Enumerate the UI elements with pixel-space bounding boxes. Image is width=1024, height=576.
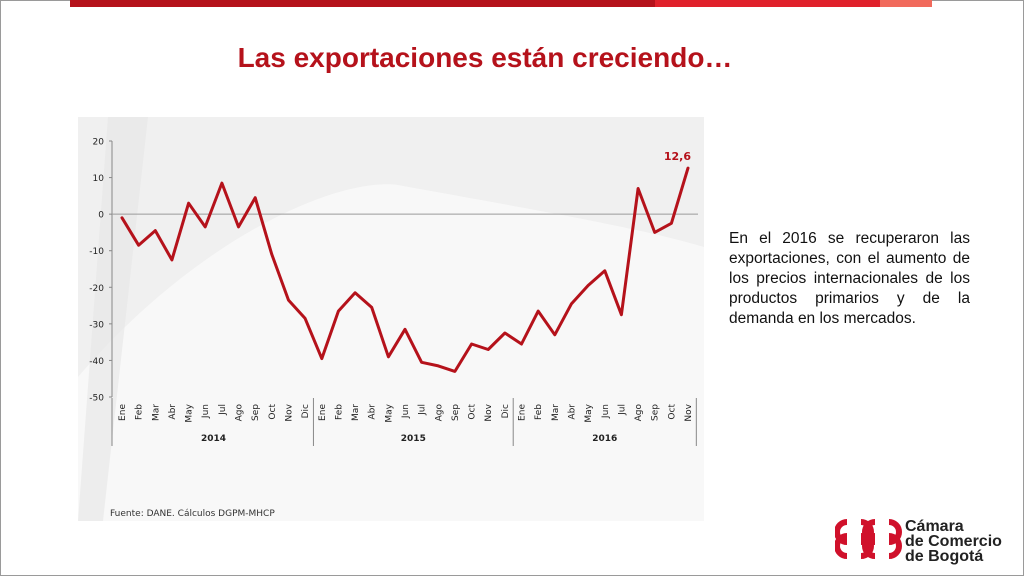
x-tick-label: Abr: [368, 404, 378, 420]
x-tick-label: Oct: [667, 404, 677, 420]
y-tick-label: 20: [93, 138, 105, 148]
x-tick-label: May: [584, 403, 594, 422]
x-tick-label: Ene: [318, 404, 328, 421]
top-bar-dark: [70, 0, 655, 7]
x-tick-label: Sep: [651, 404, 661, 421]
x-tick-label: Jul: [617, 404, 627, 416]
y-tick-label: 10: [93, 174, 105, 184]
x-tick-label: Ago: [434, 404, 444, 422]
series-line: [120, 166, 690, 373]
x-tick-label: Jun: [401, 404, 411, 419]
x-tick-label: Jul: [418, 404, 428, 416]
chart-source: Fuente: DANE. Cálculos DGPM-MHCP: [110, 509, 275, 519]
x-tick-label: Oct: [468, 404, 478, 420]
x-tick-label: Feb: [334, 404, 344, 420]
slide-title: Las exportaciones están creciendo…: [237, 42, 733, 73]
x-tick-label: Nov: [484, 403, 494, 421]
x-tick-label: Ago: [235, 404, 245, 422]
year-label: 2016: [592, 434, 617, 444]
x-tick-label: Nov: [684, 403, 694, 421]
logo-wordmark: Cámara de Comercio de Bogotá: [905, 518, 1002, 565]
y-tick-label: -40: [89, 357, 104, 367]
year-label: 2014: [201, 434, 226, 444]
y-tick-label: 0: [98, 211, 104, 221]
x-tick-label: Ene: [118, 404, 128, 421]
year-label: 2015: [401, 434, 426, 444]
description-paragraph: En el 2016 se recuperaron las exportacio…: [729, 230, 970, 327]
logo-line-1: Cámara: [905, 518, 964, 535]
x-tick-label: Feb: [534, 404, 544, 420]
logo-line-3: de Bogotá: [905, 548, 984, 565]
x-tick-label: Ago: [634, 404, 644, 422]
x-tick-label: May: [185, 403, 195, 422]
x-tick-label: Jun: [201, 404, 211, 419]
x-tick-label: May: [384, 403, 394, 422]
y-tick-label: -10: [89, 247, 104, 257]
x-tick-label: Sep: [251, 404, 261, 421]
x-tick-label: Abr: [168, 404, 178, 420]
x-tick-label: Jun: [601, 404, 611, 419]
top-bar-orange: [880, 0, 932, 7]
x-tick-label: Dic: [501, 404, 511, 418]
x-tick-label: Ene: [518, 404, 528, 421]
x-tick-label: Dic: [301, 404, 311, 418]
x-tick-label: Nov: [284, 403, 294, 421]
x-tick-label: Mar: [151, 404, 161, 421]
y-tick-label: -50: [89, 394, 104, 404]
x-tick-label: Oct: [268, 404, 278, 420]
y-tick-label: -20: [89, 284, 104, 294]
x-tick-label: Feb: [135, 404, 145, 420]
x-tick-label: Sep: [451, 404, 461, 421]
logo-line-2: de Comercio: [905, 533, 1002, 550]
y-tick-label: -30: [89, 320, 104, 330]
top-bar-red: [655, 0, 880, 7]
x-tick-label: Jul: [218, 404, 228, 416]
last-value-label: 12,6: [664, 150, 691, 163]
x-tick-label: Abr: [567, 404, 577, 420]
x-tick-label: Mar: [351, 404, 361, 421]
x-tick-label: Mar: [551, 404, 561, 421]
camara-logo-icon: [835, 519, 902, 559]
